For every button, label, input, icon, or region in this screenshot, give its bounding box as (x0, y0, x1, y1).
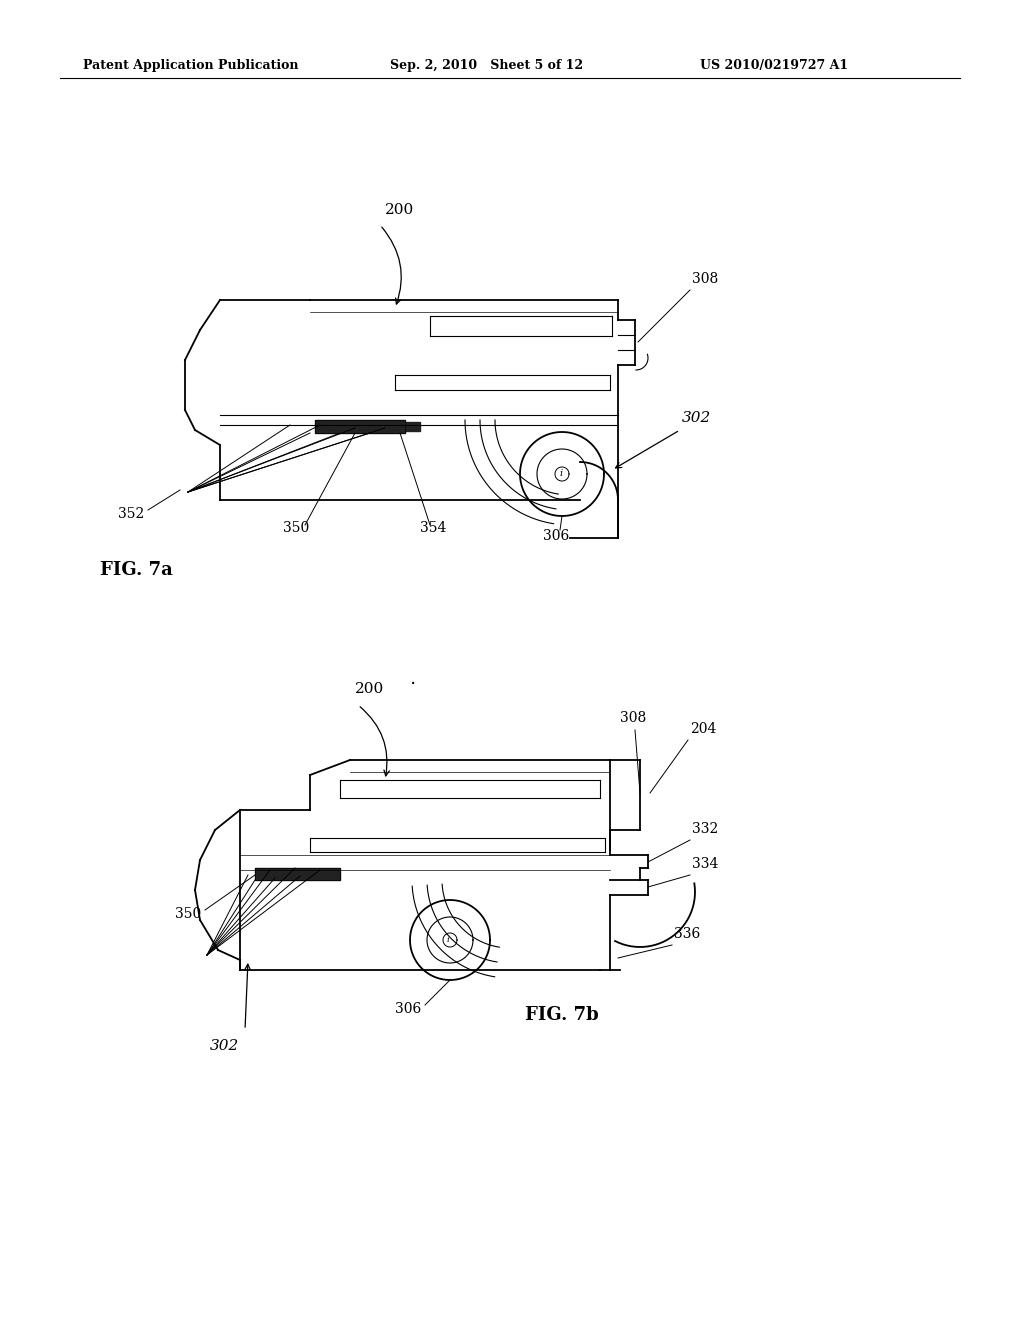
Text: 352: 352 (118, 507, 144, 521)
Text: i: i (447, 936, 450, 944)
Text: 200: 200 (355, 682, 384, 696)
Text: 334: 334 (692, 857, 719, 871)
Text: 332: 332 (692, 822, 718, 836)
Text: 308: 308 (620, 711, 646, 725)
Text: i: i (559, 469, 562, 478)
Text: 308: 308 (692, 272, 718, 286)
Text: 306: 306 (543, 529, 569, 543)
Text: 200: 200 (385, 203, 415, 216)
Text: Sep. 2, 2010   Sheet 5 of 12: Sep. 2, 2010 Sheet 5 of 12 (390, 58, 583, 71)
Text: 306: 306 (395, 1002, 421, 1016)
Text: 336: 336 (674, 927, 700, 941)
Polygon shape (406, 422, 420, 432)
Text: 302: 302 (682, 411, 712, 425)
Text: 204: 204 (690, 722, 717, 737)
Text: Patent Application Publication: Patent Application Publication (83, 58, 299, 71)
Text: 354: 354 (420, 521, 446, 535)
Polygon shape (255, 869, 340, 880)
Text: US 2010/0219727 A1: US 2010/0219727 A1 (700, 58, 848, 71)
Polygon shape (315, 420, 406, 433)
Text: 350: 350 (175, 907, 202, 921)
Text: FIG. 7b: FIG. 7b (525, 1006, 599, 1024)
Text: 350: 350 (283, 521, 309, 535)
Text: FIG. 7a: FIG. 7a (100, 561, 173, 579)
Text: 302: 302 (210, 1039, 240, 1053)
Text: ·: · (410, 675, 416, 694)
